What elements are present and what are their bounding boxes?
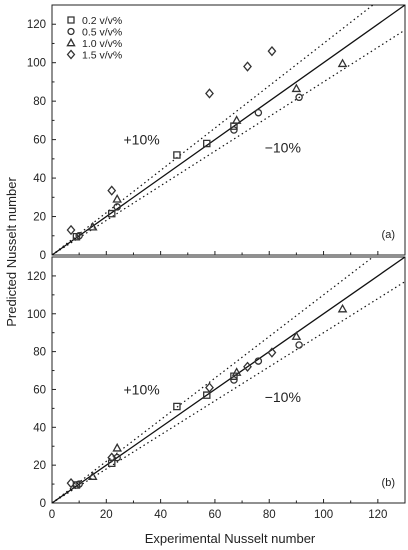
data-point — [295, 341, 303, 349]
legend-marker — [66, 37, 76, 47]
data-point — [66, 477, 76, 489]
data-point — [75, 480, 83, 488]
y-axis-title: Predicted Nusselt number — [4, 177, 19, 327]
legend: 0.2 v/v%0.5 v/v%1.0 v/v%1.5 v/v% — [66, 15, 122, 61]
data-point — [243, 61, 252, 72]
data-point — [254, 357, 263, 365]
x-tick-label: 60 — [209, 509, 222, 521]
x-tick-label: 80 — [263, 509, 276, 521]
data-point — [291, 83, 302, 93]
legend-entry: 0.2 v/v% — [82, 15, 122, 27]
plus-10-annotation: +10% — [124, 132, 160, 148]
panel-label: (a) — [382, 229, 395, 241]
y-tick-label: 80 — [33, 347, 46, 359]
data-point — [75, 232, 83, 240]
data-point — [66, 224, 76, 236]
plot-frame — [51, 256, 406, 504]
data-point — [203, 139, 211, 148]
y-tick-label: 20 — [33, 460, 46, 472]
plus-10-annotation: +10% — [124, 381, 160, 397]
data-point — [295, 93, 303, 102]
panel-a: 0 20 40 60 80 100 120 +10% −10% (a) 0.2 v/v%0.5 v/… — [27, 4, 406, 262]
data-point — [87, 471, 98, 480]
minus-10-annotation: −10% — [265, 389, 301, 405]
y-tick-label: 100 — [27, 309, 46, 321]
parity-line — [52, 257, 405, 503]
y-tick-label: 120 — [27, 19, 46, 31]
data-point — [243, 361, 252, 372]
y-tick-label: 40 — [33, 173, 46, 185]
data-point — [173, 151, 181, 159]
reference-lines — [52, 257, 405, 503]
x-tick-label: 40 — [154, 509, 167, 521]
data-point — [87, 221, 98, 231]
legend-entry: 1.0 v/v% — [82, 38, 122, 50]
y-tick-label: 40 — [33, 422, 46, 434]
data-point — [267, 45, 277, 57]
panel-label: (b) — [382, 477, 395, 489]
y-tick-label: 60 — [33, 135, 46, 147]
data-point — [203, 391, 211, 399]
data-point — [291, 331, 302, 340]
y-tick-label: 60 — [33, 384, 46, 396]
x-tick-label: 0 — [49, 509, 55, 521]
data-point — [112, 194, 122, 203]
plus-10-line — [52, 257, 374, 503]
plot-frame — [51, 4, 406, 256]
data-point — [107, 209, 116, 218]
data-point — [113, 453, 121, 462]
data-point — [254, 108, 263, 117]
legend-marker — [67, 27, 75, 36]
x-tick-label: 100 — [314, 509, 333, 521]
y-tick-label: 120 — [27, 271, 46, 283]
minus-10-line — [52, 29, 405, 255]
minus-10-annotation: −10% — [265, 139, 301, 155]
data-point — [107, 452, 117, 463]
x-axis-title: Experimental Nusselt number — [145, 531, 316, 546]
data-point — [107, 185, 117, 196]
data-point — [231, 367, 242, 376]
reference-lines — [52, 5, 405, 255]
data-point — [231, 115, 242, 124]
x-tick-label: 120 — [368, 509, 387, 521]
panel-b: 0 20 40 60 80 100 120 0 20 40 60 80 100 120 +10% −10% (b… — [27, 256, 406, 521]
legend-marker — [66, 49, 76, 60]
y-tick-label: 100 — [27, 58, 46, 70]
data-point — [112, 442, 122, 452]
data-point — [173, 402, 181, 411]
data-point — [113, 203, 121, 211]
y-tick-label: 0 — [40, 250, 46, 262]
parity-line — [52, 5, 405, 255]
x-tick-label: 20 — [100, 509, 113, 521]
data-point — [337, 58, 348, 68]
data-point — [205, 382, 214, 393]
y-tick-label: 0 — [40, 498, 46, 510]
minus-10-line — [52, 281, 405, 503]
legend-marker — [67, 16, 75, 24]
data-point — [230, 376, 238, 384]
legend-entry: 1.5 v/v% — [82, 49, 122, 61]
data-point — [267, 347, 277, 358]
y-tick-label: 80 — [33, 96, 46, 108]
y-tick-label: 20 — [33, 212, 46, 224]
data-point — [337, 303, 348, 313]
legend-entry: 0.5 v/v% — [82, 26, 122, 38]
data-point — [205, 88, 214, 99]
data-point — [230, 126, 238, 134]
